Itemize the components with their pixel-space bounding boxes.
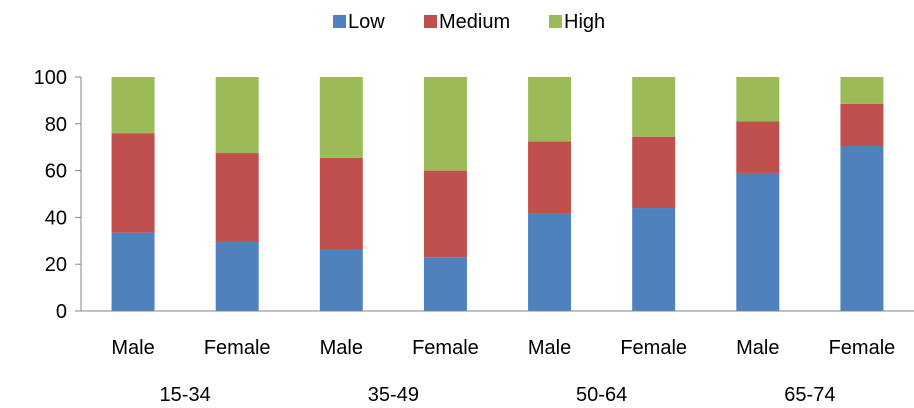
- bar-segment-low: [111, 232, 155, 311]
- legend-swatch-low: [333, 15, 346, 28]
- bar-segment-high: [111, 77, 155, 134]
- bar-segment-high: [423, 77, 467, 171]
- bar-segment-low: [423, 257, 467, 311]
- legend-swatch-medium: [424, 15, 437, 28]
- x-category-label: Female: [829, 337, 896, 359]
- x-group-label: 35-49: [368, 384, 419, 406]
- y-tick-label: 60: [45, 161, 67, 183]
- legend-label-high: High: [564, 11, 605, 33]
- bar-segment-medium: [736, 121, 780, 173]
- bar-segment-medium: [528, 141, 572, 214]
- x-group-label: 50-64: [576, 384, 627, 406]
- x-category-label: Male: [320, 337, 363, 359]
- x-axis: Male Female Male Female Male Female Male Female…: [81, 310, 914, 406]
- y-tick-label: 100: [34, 67, 67, 89]
- bar-segment-medium: [423, 170, 467, 258]
- bar-segment-medium: [632, 136, 676, 209]
- y-axis: 0 20 40 60 80 100: [34, 67, 82, 323]
- x-category-label: Female: [204, 337, 271, 359]
- bar-segment-high: [736, 77, 780, 122]
- bar-segment-low: [528, 213, 572, 311]
- bar-segment-medium: [215, 153, 259, 242]
- x-category-label: Male: [528, 337, 571, 359]
- bar-segment-high: [215, 77, 259, 154]
- x-group-label: 65-74: [784, 384, 835, 406]
- bar-segment-medium: [840, 103, 884, 147]
- legend-label-medium: Medium: [439, 11, 510, 33]
- bar-segment-medium: [111, 133, 155, 233]
- legend-swatch-high: [549, 15, 562, 28]
- x-category-label: Female: [620, 337, 687, 359]
- x-category-label: Female: [412, 337, 479, 359]
- y-tick-label: 20: [45, 254, 67, 276]
- bar-segment-high: [528, 77, 572, 142]
- bar-segment-high: [319, 77, 363, 158]
- bar-segment-medium: [319, 157, 363, 249]
- bar-segment-low: [736, 172, 780, 311]
- bars: [111, 77, 884, 311]
- legend-label-low: Low: [348, 11, 385, 33]
- y-tick-label: 40: [45, 207, 67, 229]
- bar-segment-low: [840, 146, 884, 311]
- x-category-label: Male: [111, 337, 154, 359]
- bar-segment-high: [840, 77, 884, 104]
- y-tick-label: 80: [45, 114, 67, 136]
- x-group-label: 15-34: [160, 384, 211, 406]
- bar-segment-low: [215, 241, 259, 311]
- x-category-label: Male: [736, 337, 779, 359]
- bar-segment-high: [632, 77, 676, 137]
- bar-segment-low: [319, 248, 363, 311]
- bar-segment-low: [632, 208, 676, 311]
- y-tick-label: 0: [56, 301, 67, 323]
- legend: Low Medium High: [333, 11, 605, 33]
